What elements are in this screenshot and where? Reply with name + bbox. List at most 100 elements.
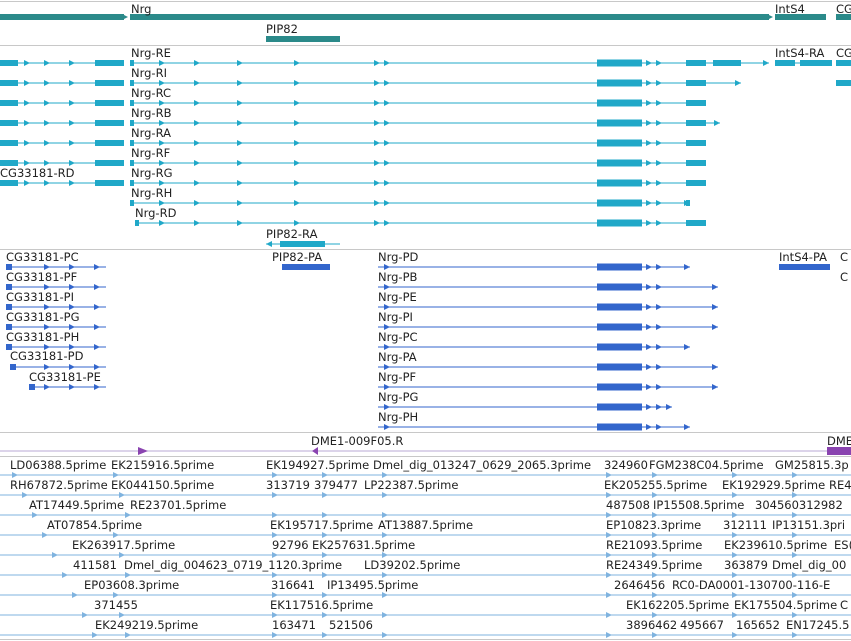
protein-strand-arrow[interactable] bbox=[384, 344, 390, 350]
transcript-exon-nrg-re-3[interactable] bbox=[713, 60, 741, 66]
transcript-exon-nrg[interactable] bbox=[686, 160, 706, 166]
est-strand-arrow[interactable] bbox=[792, 612, 798, 618]
transcript-exon-nrg[interactable] bbox=[686, 140, 706, 146]
est-strand-arrow[interactable] bbox=[732, 592, 738, 598]
est-label[interactable]: EK044150.5prime bbox=[111, 478, 215, 492]
transcript-label-nrg-ri[interactable]: Nrg-RI bbox=[131, 66, 167, 80]
est-strand-arrow[interactable] bbox=[652, 492, 658, 498]
transcript-exon-cg33181[interactable] bbox=[0, 180, 18, 186]
transcript-label-nrg-rc[interactable]: Nrg-RC bbox=[131, 86, 172, 100]
protein-strand-arrow[interactable] bbox=[646, 344, 652, 350]
transcript-strand-arrow[interactable] bbox=[194, 200, 200, 206]
est-label[interactable]: AT13887.5prime bbox=[378, 518, 474, 532]
est-strand-arrow[interactable] bbox=[113, 592, 119, 598]
est-strand-arrow[interactable] bbox=[732, 512, 738, 518]
transcript-strand-arrow[interactable] bbox=[646, 120, 652, 126]
est-label[interactable]: EK263917.5prime bbox=[72, 538, 176, 552]
transcript-exon-nrg[interactable] bbox=[597, 159, 642, 167]
transcript-strand-arrow[interactable] bbox=[69, 180, 75, 186]
protein-strand-arrow[interactable] bbox=[384, 284, 390, 290]
protein-strand-arrow[interactable] bbox=[384, 364, 390, 370]
transcript-strand-arrow[interactable] bbox=[684, 200, 690, 206]
transcript-strand-arrow[interactable] bbox=[24, 160, 30, 166]
protein-strand-arrow[interactable] bbox=[44, 344, 50, 350]
transcript-strand-arrow[interactable] bbox=[656, 180, 662, 186]
transcript-strand-arrow[interactable] bbox=[656, 160, 662, 166]
protein-strand-arrow[interactable] bbox=[646, 424, 652, 430]
protein-strand-arrow[interactable] bbox=[384, 264, 390, 270]
gene-glyph-left[interactable] bbox=[0, 14, 124, 20]
transcript-strand-arrow[interactable] bbox=[374, 120, 380, 126]
est-strand-arrow[interactable] bbox=[792, 472, 798, 478]
est-label[interactable]: C bbox=[840, 598, 849, 612]
protein-strand-arrow[interactable] bbox=[712, 304, 718, 310]
transcript-strand-arrow[interactable] bbox=[384, 120, 390, 126]
transcript-strand-arrow[interactable] bbox=[24, 180, 30, 186]
est-strand-arrow[interactable] bbox=[322, 552, 328, 558]
protein-label-nrg-pe[interactable]: Nrg-PE bbox=[378, 290, 417, 304]
transcript-exon-cg33181[interactable] bbox=[0, 80, 18, 86]
est-strand-arrow[interactable] bbox=[732, 552, 738, 558]
est-strand-arrow[interactable] bbox=[382, 632, 388, 638]
est-label[interactable]: 379477 bbox=[314, 478, 358, 492]
transcript-strand-arrow[interactable] bbox=[700, 140, 706, 146]
transcript-strand-arrow[interactable] bbox=[69, 80, 75, 86]
est-strand-arrow[interactable] bbox=[42, 532, 48, 538]
transcript-strand-arrow[interactable] bbox=[194, 80, 200, 86]
est-strand-arrow[interactable] bbox=[606, 592, 612, 598]
est-strand-arrow[interactable] bbox=[272, 552, 278, 558]
primer-marker[interactable] bbox=[312, 447, 318, 455]
transcript-exon-ints4[interactable] bbox=[775, 60, 795, 66]
est-strand-arrow[interactable] bbox=[113, 532, 119, 538]
gene-label-nrg[interactable]: Nrg bbox=[131, 2, 152, 16]
protein-strand-arrow[interactable] bbox=[94, 324, 100, 330]
transcript-strand-arrow[interactable] bbox=[237, 180, 243, 186]
protein-exon-nrg[interactable] bbox=[597, 363, 642, 371]
protein-label-nrg-pi[interactable]: Nrg-PI bbox=[378, 310, 413, 324]
protein-label-nrg-pg[interactable]: Nrg-PG bbox=[378, 390, 419, 404]
est-label[interactable]: EK117516.5prime bbox=[270, 598, 374, 612]
transcript-exon-cg33181[interactable] bbox=[0, 120, 18, 126]
est-strand-arrow[interactable] bbox=[606, 532, 612, 538]
transcript-strand-arrow[interactable] bbox=[266, 241, 272, 247]
est-label[interactable]: 363879 bbox=[724, 558, 768, 572]
protein-strand-arrow[interactable] bbox=[646, 364, 652, 370]
est-strand-arrow[interactable] bbox=[792, 552, 798, 558]
est-label[interactable]: 3896462 bbox=[626, 618, 678, 632]
protein-label-nrg-pc[interactable]: Nrg-PC bbox=[378, 330, 418, 344]
transcript-strand-arrow[interactable] bbox=[24, 120, 30, 126]
est-strand-arrow[interactable] bbox=[322, 612, 328, 618]
est-strand-arrow[interactable] bbox=[382, 532, 388, 538]
transcript-strand-arrow[interactable] bbox=[294, 80, 300, 86]
gene-glyph-pip82[interactable] bbox=[266, 36, 340, 42]
protein-strand-arrow[interactable] bbox=[712, 324, 718, 330]
est-strand-arrow[interactable] bbox=[792, 492, 798, 498]
transcript-exon-nrg[interactable] bbox=[130, 200, 134, 206]
transcript-strand-arrow[interactable] bbox=[237, 100, 243, 106]
transcript-exon-nrg[interactable] bbox=[597, 59, 642, 67]
protein-strand-arrow[interactable] bbox=[94, 264, 100, 270]
est-label[interactable]: 411581 bbox=[73, 558, 117, 572]
est-label[interactable]: LD06388.5prime bbox=[10, 458, 107, 472]
est-label[interactable]: EK239610.5prime bbox=[724, 538, 828, 552]
est-label[interactable]: EK162205.5prime bbox=[626, 598, 730, 612]
protein-strand-arrow[interactable] bbox=[69, 384, 75, 390]
transcript-exon-nrg[interactable] bbox=[597, 219, 642, 227]
est-label[interactable]: 495667 bbox=[680, 618, 724, 632]
transcript-exon-ints4[interactable] bbox=[800, 60, 832, 66]
protein-exon-nrg[interactable] bbox=[597, 283, 642, 291]
transcript-strand-arrow[interactable] bbox=[700, 180, 706, 186]
transcript-exon-cg33181[interactable] bbox=[95, 140, 124, 146]
est-strand-arrow[interactable] bbox=[732, 532, 738, 538]
est-label[interactable]: 163471 bbox=[272, 618, 316, 632]
protein-strand-arrow[interactable] bbox=[69, 264, 75, 270]
protein-strand-arrow[interactable] bbox=[44, 264, 50, 270]
est-strand-arrow[interactable] bbox=[652, 512, 658, 518]
transcript-strand-arrow[interactable] bbox=[44, 120, 50, 126]
transcript-exon-nrg[interactable] bbox=[686, 180, 706, 186]
est-label[interactable]: Dmel_dig_013247_0629_2065.3prime bbox=[373, 458, 592, 472]
est-strand-arrow[interactable] bbox=[732, 472, 738, 478]
est-label[interactable]: 165652 bbox=[736, 618, 780, 632]
transcript-label-cg33181-rd[interactable]: CG33181-RD bbox=[0, 166, 75, 180]
est-strand-arrow[interactable] bbox=[382, 552, 388, 558]
